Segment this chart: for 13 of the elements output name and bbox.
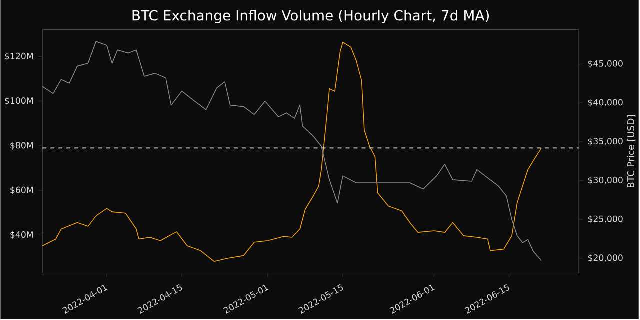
y2-tick-label: $30,000 (588, 176, 623, 184)
y2-tick-label: $35,000 (588, 138, 623, 146)
y-tick-label: $40M (10, 231, 34, 239)
y2-tick-label: $45,000 (588, 60, 623, 68)
y2-axis-title: BTC Price [USD] (627, 115, 636, 188)
y-tick-label: $80M (10, 142, 34, 150)
y-tick-label: $100M (5, 97, 34, 106)
chart-title: BTC Exchange Inflow Volume (Hourly Chart, 7d MA) (132, 10, 490, 24)
y2-tick-label: $40,000 (588, 98, 623, 107)
y2-tick-label: $25,000 (588, 215, 623, 224)
y-tick-label: $120M (5, 52, 34, 60)
y-tick-label: $60M (10, 186, 34, 194)
y2-tick-label: $20,000 (588, 254, 623, 262)
